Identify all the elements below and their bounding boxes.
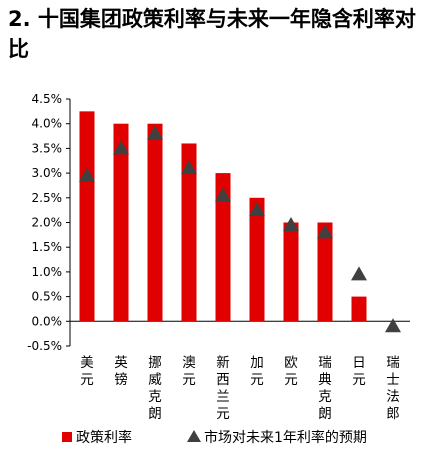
x-category-label: 典 <box>318 372 332 388</box>
bar-policy-rate <box>147 123 163 322</box>
x-category-label: 瑞 <box>318 355 332 371</box>
marker-expected-rate <box>147 125 163 140</box>
marker-expected-rate <box>113 140 129 155</box>
y-tick-label: 4.5% <box>32 92 63 106</box>
x-category-label: 法 <box>386 389 400 405</box>
x-category-label: 朗 <box>148 406 162 422</box>
bar-policy-rate <box>181 143 197 322</box>
bar-policy-rate <box>215 173 231 322</box>
y-tick-label: 0.0% <box>32 314 63 328</box>
bar-policy-rate <box>249 197 265 322</box>
legend-label-bar: 政策利率 <box>76 429 132 446</box>
x-category-label: 士 <box>386 372 400 388</box>
x-category-label: 克 <box>148 389 162 405</box>
legend-swatch-bar <box>62 432 72 442</box>
bar-policy-rate <box>79 111 95 322</box>
legend-label-marker: 市场对未来1年利率的预期 <box>204 429 367 446</box>
marker-expected-rate <box>181 160 197 175</box>
x-category-label: 威 <box>148 372 162 388</box>
x-category-label: 欧 <box>284 355 298 371</box>
y-tick-label: 2.0% <box>32 216 63 230</box>
x-category-label: 挪 <box>148 355 162 371</box>
x-category-label: 兰 <box>216 389 230 405</box>
x-category-label: 新 <box>216 355 230 371</box>
x-category-label: 郎 <box>386 406 400 422</box>
bar-policy-rate <box>351 296 367 322</box>
bar-policy-rate <box>317 222 333 322</box>
x-category-label: 英 <box>114 354 128 371</box>
legend-swatch-marker <box>187 430 201 442</box>
x-category-label: 元 <box>250 372 264 388</box>
bar-policy-rate <box>283 222 299 322</box>
x-category-label: 元 <box>80 372 94 388</box>
y-tick-label: 1.0% <box>32 265 63 279</box>
x-category-label: 元 <box>216 406 230 422</box>
marker-expected-rate <box>351 266 367 281</box>
y-tick-label: 3.0% <box>32 166 63 180</box>
x-category-label: 元 <box>182 372 196 388</box>
x-category-label: 克 <box>318 389 332 405</box>
x-category-label: 朗 <box>318 406 332 422</box>
marker-expected-rate <box>283 216 299 231</box>
x-category-label: 镑 <box>114 372 128 388</box>
plot-area: 4.5% 4.0% 3.5% 3.0% 2.5% 2.0% 1.5% 1.0% 0.5% 0.0%… <box>27 92 410 422</box>
legend: 政策利率 市场对未来1年利率的预期 <box>62 429 367 446</box>
y-tick-label: 2.5% <box>32 191 63 205</box>
x-category-label: 瑞 <box>386 355 400 371</box>
marker-expected-rate <box>385 318 401 333</box>
chart-title: 2. 十国集团政策利率与未来一年隐含利率对比 <box>8 7 416 61</box>
y-tick-label: 3.5% <box>32 141 63 155</box>
marker-expected-rate <box>317 224 333 239</box>
x-category-label: 澳 <box>182 355 196 371</box>
x-category-label: 元 <box>352 372 366 388</box>
marker-expected-rate <box>215 187 231 202</box>
marker-expected-rate <box>249 202 265 217</box>
x-category-label: 美 <box>80 355 94 371</box>
y-tick-label: 4.0% <box>32 117 63 131</box>
marker-expected-rate <box>79 167 95 182</box>
x-category-label: 加 <box>250 355 264 371</box>
y-tick-label: 0.5% <box>32 290 63 304</box>
y-tick-label: -0.5% <box>27 339 62 353</box>
x-category-label: 西 <box>216 372 230 388</box>
bar-policy-rate <box>113 123 129 322</box>
x-category-label: 元 <box>284 372 298 388</box>
y-tick-label: 1.5% <box>32 240 63 254</box>
x-category-label: 日 <box>352 355 366 371</box>
